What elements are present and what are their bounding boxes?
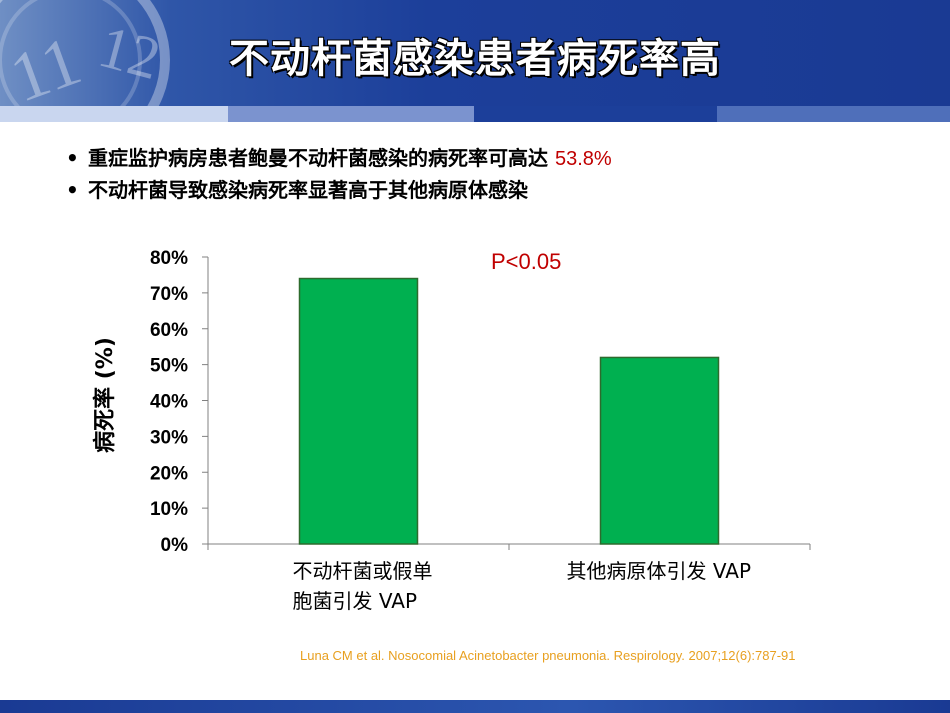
title-banner: 11 12 不动杆菌感染患者病死率高 [0, 0, 950, 106]
y-tick-label: 10% [150, 499, 188, 520]
bar [599, 356, 720, 545]
y-tick-label: 50% [150, 356, 188, 377]
header-stripe [474, 106, 717, 122]
bullet-marker: • [66, 146, 79, 170]
y-tick-label: 0% [161, 535, 189, 556]
y-axis-label: 病死率 (%) [92, 337, 118, 453]
y-tick-label: 70% [150, 284, 188, 305]
citation: Luna CM et al. Nosocomial Acinetobacter … [300, 648, 796, 663]
y-tick-label: 80% [150, 248, 188, 269]
x-category-label: 不动杆菌或假单胞菌引发 VAP [293, 559, 433, 613]
slide-title: 不动杆菌感染患者病死率高 [229, 36, 721, 82]
mortality-bar-chart: 0% 10% 20% 30% 40% 50% 60% 70% 80% 不动杆菌或假单胞菌引发 VA… [92, 248, 811, 613]
bullet-text: 重症监护病房患者鲍曼不动杆菌感染的病死率可高达 [88, 146, 555, 170]
bullet-item: • 不动杆菌导致感染病死率显著高于其他病原体感染 [66, 174, 612, 206]
bullet-item: • 重症监护病房患者鲍曼不动杆菌感染的病死率可高达 53.8% [66, 142, 612, 174]
bullet-marker: • [66, 178, 79, 202]
bar [298, 277, 419, 545]
bullet-text: 不动杆菌导致感染病死率显著高于其他病原体感染 [88, 178, 528, 202]
bullet-list: • 重症监护病房患者鲍曼不动杆菌感染的病死率可高达 53.8% • 不动杆菌导致… [66, 142, 612, 206]
y-tick-label: 30% [150, 427, 188, 448]
header-stripe [717, 106, 950, 122]
y-tick-label: 20% [150, 463, 188, 484]
p-value-annotation: P<0.05 [491, 249, 561, 274]
footer-bar [0, 700, 950, 713]
clock-decoration-icon: 11 12 [0, 0, 170, 106]
header-stripe [228, 106, 474, 122]
y-tick-label: 60% [150, 320, 188, 341]
mortality-highlight: 53.8% [554, 148, 612, 170]
y-tick-label: 40% [150, 392, 188, 413]
x-category-label: 其他病原体引发 VAP [567, 559, 752, 583]
header-stripe [0, 106, 228, 122]
